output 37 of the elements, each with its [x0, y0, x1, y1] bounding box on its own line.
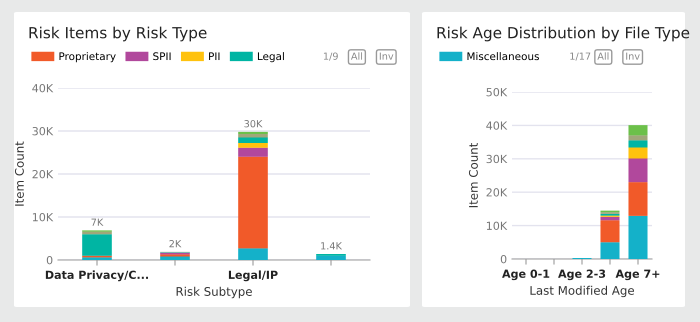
y-tick-label: 30K	[486, 154, 508, 164]
y-axis-title: Item Count	[468, 142, 478, 208]
y-tick-label: 20K	[32, 170, 54, 178]
text: Inv	[626, 52, 640, 60]
chart-title: Risk Items by Risk Type	[30, 26, 207, 42]
total-label: 1.4K	[321, 242, 342, 250]
total-label: 30K	[244, 120, 263, 128]
text: 1/9	[324, 52, 338, 61]
total-label: 7K	[92, 218, 104, 226]
y-tick-label: 0	[46, 256, 52, 264]
y-tick-label: 0	[500, 254, 506, 264]
text: 1/17	[570, 52, 590, 61]
y-tick-label: 10K	[32, 212, 54, 222]
y-tick-label: 10K	[486, 222, 508, 230]
text: Inv	[380, 52, 394, 60]
y-tick-label: 40K	[486, 121, 508, 130]
x-tick-label: Age 2-3	[558, 270, 606, 280]
text: All	[350, 52, 362, 60]
legend-label: Miscellaneous	[467, 52, 539, 60]
x-tick-label: Legal/IP	[228, 270, 278, 282]
y-tick-label: 50K	[486, 88, 508, 96]
x-axis-title: Risk Subtype	[176, 286, 252, 298]
text: All	[597, 52, 608, 60]
x-tick-label: Age 7+	[616, 270, 660, 280]
y-axis-title: Item Count	[14, 141, 24, 206]
legend-label: PII	[209, 52, 220, 60]
legend-label: Legal	[258, 52, 284, 62]
x-tick-label: Data Privacy/C...	[46, 270, 148, 282]
y-tick-label: 20K	[486, 188, 508, 197]
legend-label: Proprietary	[59, 52, 116, 62]
x-tick-label: Age 0-1	[502, 270, 550, 280]
x-axis-title: Last Modified Age	[530, 286, 634, 298]
y-tick-label: 40K	[32, 84, 54, 92]
legend-label: SPII	[153, 52, 171, 60]
y-tick-label: 30K	[32, 126, 54, 136]
total-label: 2K	[169, 240, 182, 248]
chart-title: Risk Age Distribution by File Type	[438, 26, 690, 42]
